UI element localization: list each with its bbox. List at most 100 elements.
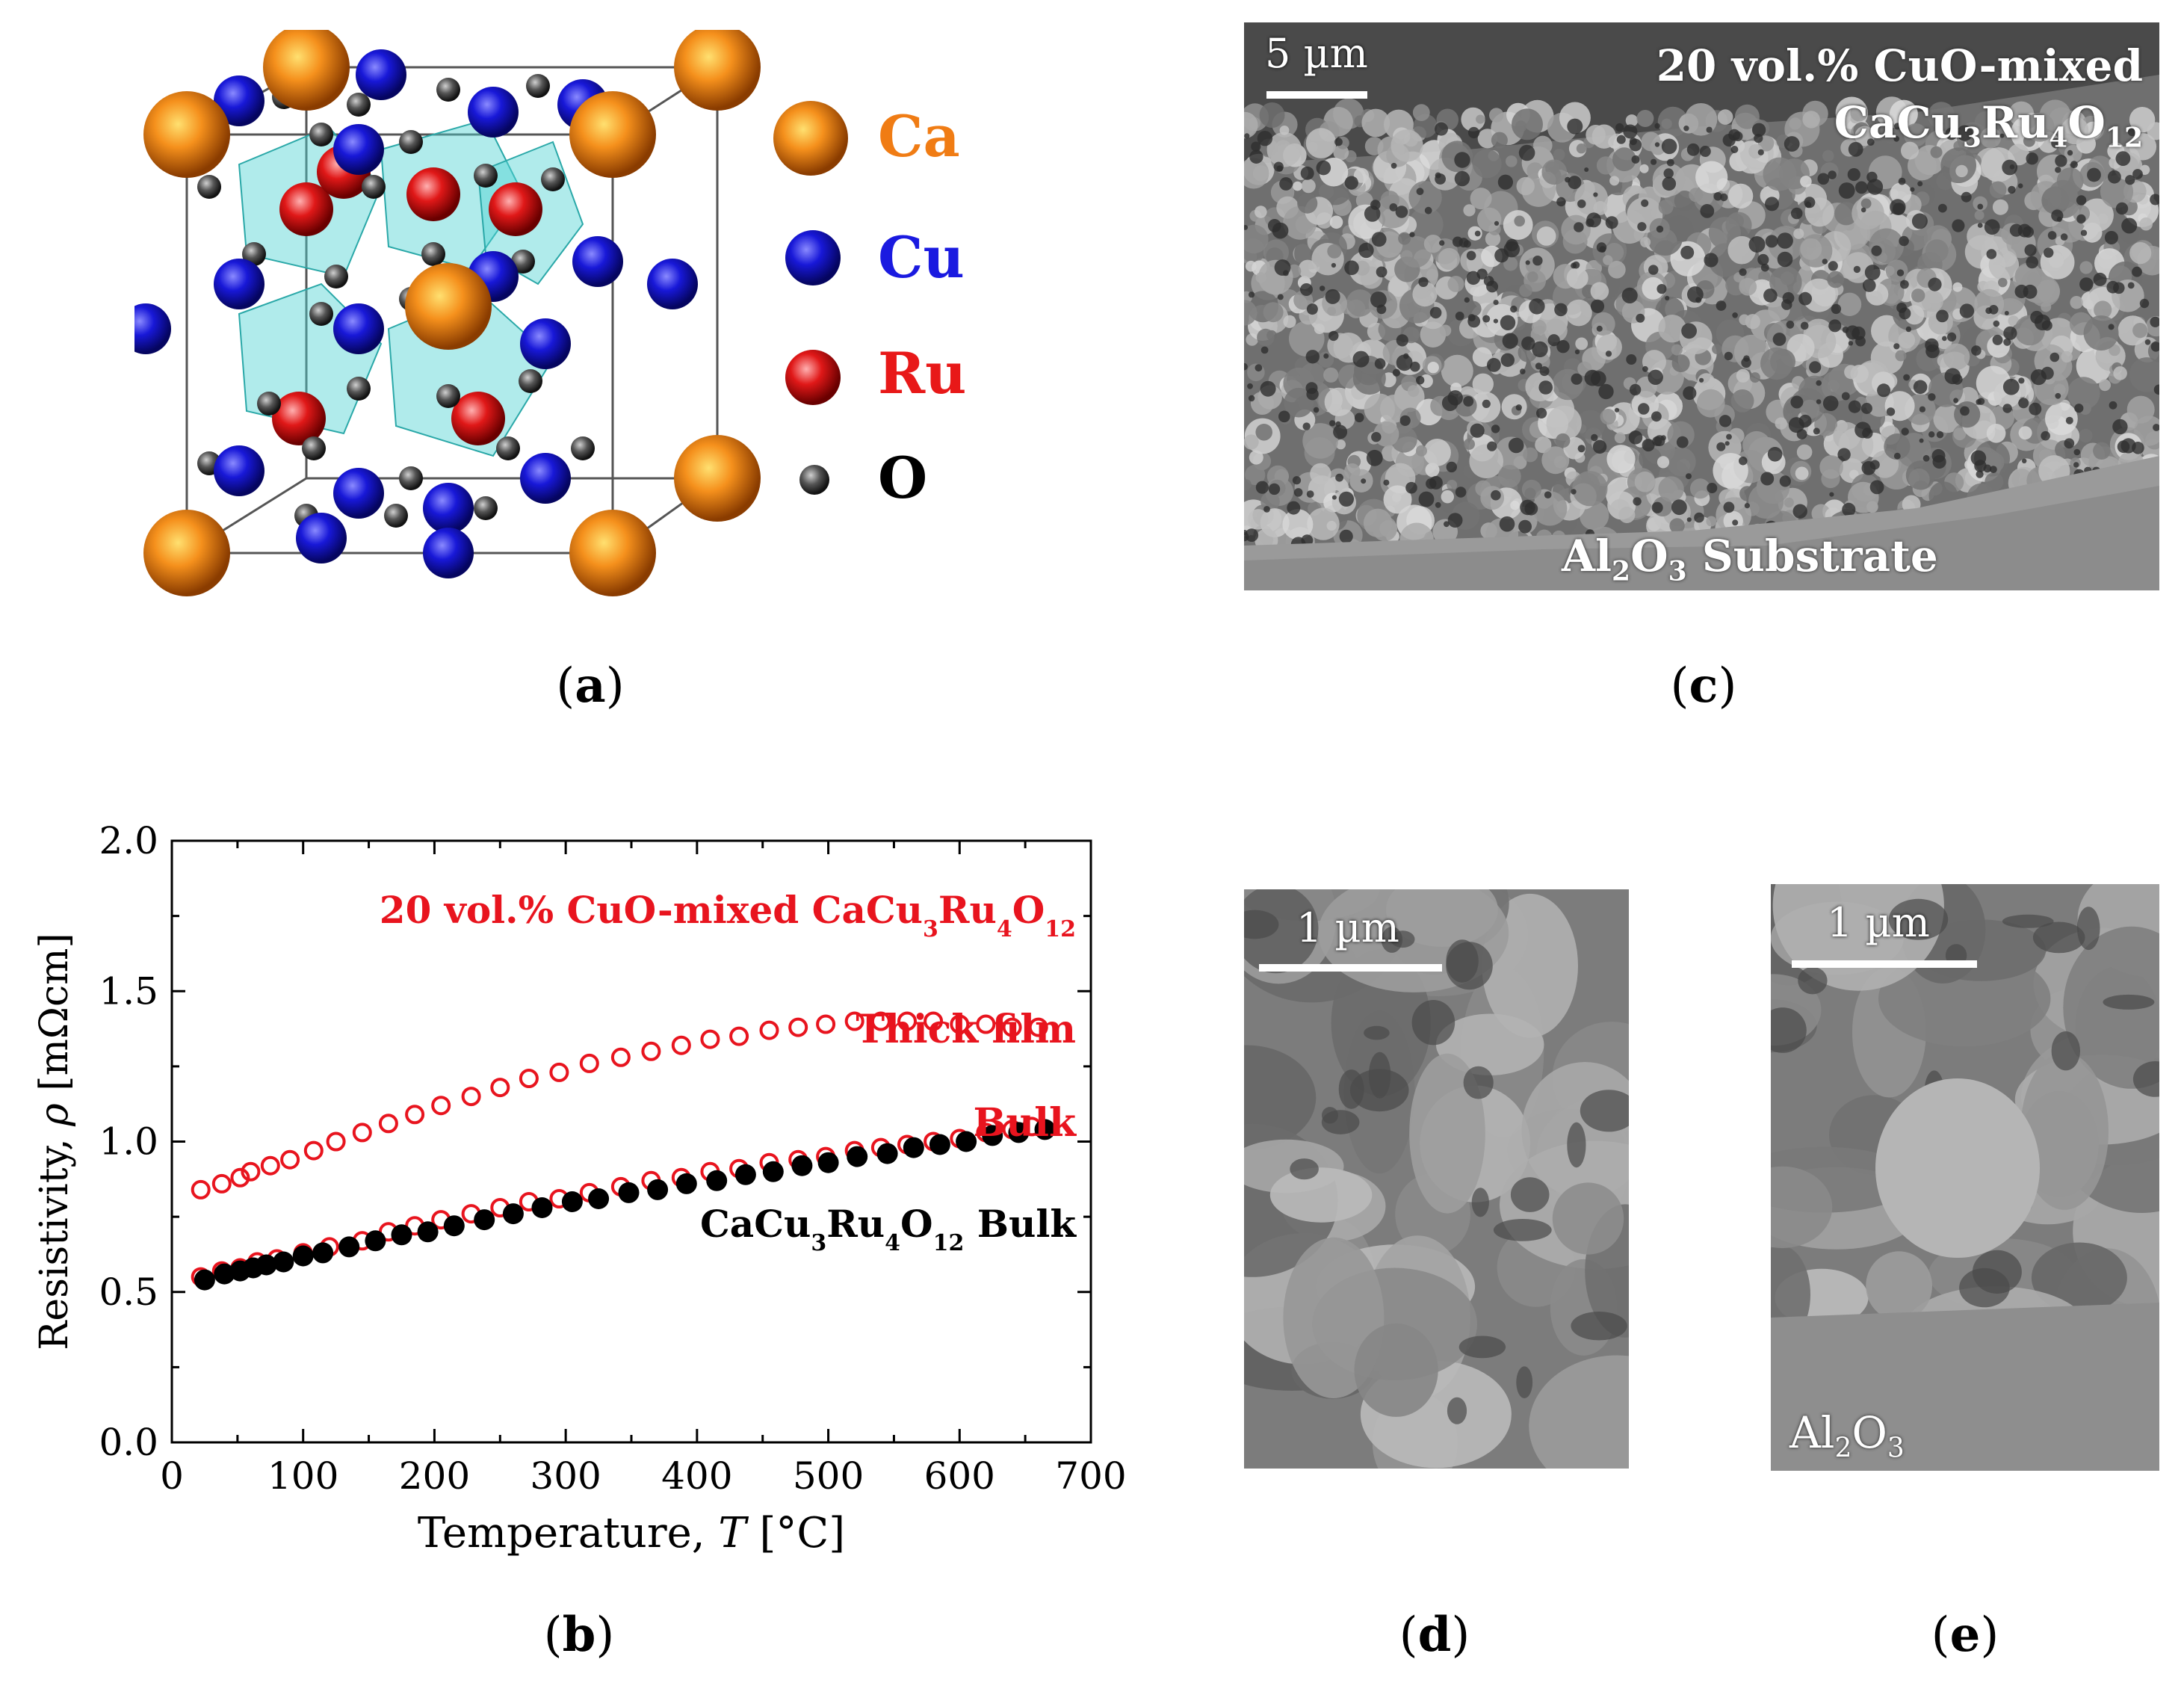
scale-bar-e (1792, 960, 1977, 968)
series-2-point (531, 1197, 553, 1218)
ca-atom (143, 510, 230, 596)
y-tick-label: 0.0 (99, 1421, 158, 1464)
caption-b: (b) (543, 1607, 615, 1663)
series-2-point (706, 1170, 728, 1191)
o-atom (496, 436, 520, 460)
o-atom (309, 302, 333, 326)
series-0-point (1028, 1017, 1048, 1037)
series-2-point (929, 1134, 950, 1155)
o-atom (511, 250, 535, 274)
series-0-point (461, 1087, 481, 1107)
x-tick-label: 0 (160, 1454, 184, 1498)
annotation-title: 20 vol.% CuO-mixed CaCu3Ru4O12 (380, 888, 1076, 942)
series-0-point (211, 1173, 232, 1194)
ca-atom (674, 24, 761, 111)
series-0-point (924, 1011, 944, 1031)
series-0-point (352, 1123, 372, 1143)
series-0-point (788, 1017, 808, 1037)
o-atom (384, 504, 408, 528)
o-atom (474, 496, 498, 520)
legend-o-label: O (878, 445, 928, 511)
ru-atom (279, 182, 333, 236)
series-0-point (431, 1096, 451, 1116)
o-atom (571, 436, 595, 460)
series-0-point (816, 1014, 836, 1034)
cu-atom (423, 528, 474, 578)
series-0-point (897, 1011, 917, 1031)
o-atom (302, 436, 326, 460)
series-2-point (734, 1164, 756, 1185)
o-atom (347, 377, 371, 401)
cu-atom (520, 318, 571, 369)
series-0-point (610, 1047, 631, 1067)
x-tick-label: 400 (661, 1454, 732, 1498)
series-0-point (191, 1179, 211, 1199)
x-tick-label: 300 (530, 1454, 601, 1498)
x-tick-label: 100 (267, 1454, 338, 1498)
ca-atom (263, 24, 350, 111)
series-0-point (303, 1140, 324, 1161)
series-0-point (326, 1131, 346, 1152)
cu-atom (214, 259, 265, 309)
series-2-point (903, 1137, 924, 1158)
legend-cu-sphere (785, 230, 841, 285)
series-2-point (194, 1269, 215, 1291)
series-0-point (378, 1114, 398, 1134)
sample-line-2: CaCu3Ru4O12 (1834, 97, 2143, 154)
series-2-point (847, 1146, 868, 1167)
o-atom (362, 175, 386, 199)
series-0-point (579, 1053, 599, 1073)
crystal-structure-illustration (120, 24, 761, 596)
caption-e: (e) (1931, 1607, 1999, 1663)
series-0-point (280, 1149, 300, 1170)
series-2-point (312, 1242, 334, 1264)
ca-atom (569, 91, 656, 178)
series-2-point (791, 1155, 813, 1176)
scale-label-c: 5 µm (1265, 30, 1368, 77)
substrate-label-e: Al2O3 (1789, 1407, 1905, 1464)
annotation-bulk: Bulk (973, 1100, 1077, 1146)
substrate-label-c: Al2O3 Substrate (1562, 531, 1938, 587)
o-atom (526, 74, 550, 98)
series-2-point (502, 1203, 524, 1225)
caption-a: (a) (556, 658, 625, 714)
series-2-point (982, 1125, 1003, 1146)
cu-atom (468, 87, 519, 138)
scale-bar-d (1259, 964, 1442, 972)
o-atom (399, 130, 423, 154)
scale-bar-c (1266, 91, 1367, 99)
y-axis-label: Resistivity, ρ [mΩcm] (32, 933, 77, 1350)
cu-atom (572, 236, 623, 287)
caption-c: (c) (1670, 658, 1737, 714)
series-0-point (641, 1041, 661, 1061)
series-0-point (405, 1105, 425, 1125)
o-atom (324, 265, 348, 288)
legend-ru-label: Ru (878, 340, 967, 407)
legend-ru-sphere (785, 350, 841, 405)
series-2-point (273, 1251, 294, 1273)
series-2-point (762, 1161, 784, 1182)
legend-o-sphere (799, 465, 829, 495)
series-2-point (956, 1131, 977, 1152)
cu-atom (520, 453, 571, 504)
o-atom (309, 123, 333, 146)
x-tick-label: 600 (924, 1454, 995, 1498)
series-0-point (870, 1011, 891, 1031)
series-2-point (474, 1209, 495, 1231)
series-2-point (338, 1236, 360, 1258)
y-tick-label: 1.0 (99, 1120, 158, 1164)
series-0-point (230, 1167, 250, 1188)
y-tick-label: 2.0 (99, 819, 158, 862)
cu-atom (333, 124, 384, 175)
cu-atom (214, 445, 265, 496)
x-tick-label: 700 (1055, 1454, 1126, 1498)
o-atom (347, 93, 371, 117)
o-atom (541, 167, 565, 191)
series-0-point (519, 1069, 539, 1088)
series-2-point (214, 1263, 235, 1285)
resistivity-chart: 0 100 200 300 400 500 600 700 0.0 0.5 1.0 1.5 2.0 Te… (22, 815, 1158, 1569)
x-tick-label: 500 (793, 1454, 864, 1498)
sample-label-c: 20 vol.% CuO-mixed CaCu3Ru4O12 (1656, 37, 2143, 167)
ca-atom (569, 510, 656, 596)
o-atom (436, 384, 460, 408)
